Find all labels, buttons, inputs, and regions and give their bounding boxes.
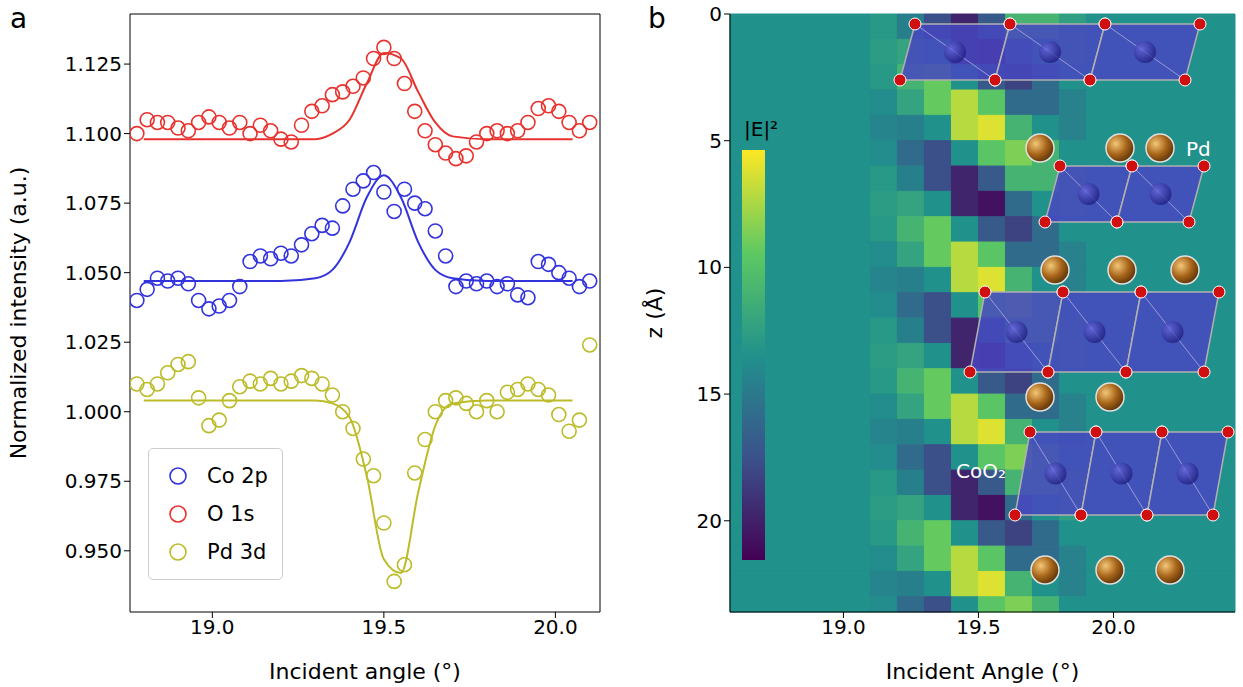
svg-text:Normalized intensity (a.u.): Normalized intensity (a.u.) <box>6 167 31 460</box>
html-text:a: a <box>10 2 28 35</box>
svg-text:19.5: 19.5 <box>362 615 407 639</box>
svg-text:10: 10 <box>697 255 722 279</box>
svg-text:Pd: Pd <box>1186 137 1211 161</box>
svg-text:1.050: 1.050 <box>65 261 122 285</box>
html-text:O 1s: O 1s <box>207 502 255 526</box>
svg-text:CoO₂: CoO₂ <box>956 459 1006 483</box>
svg-text:19.0: 19.0 <box>821 615 866 639</box>
svg-text:20: 20 <box>697 509 722 533</box>
svg-text:15: 15 <box>697 382 722 406</box>
svg-text:1.000: 1.000 <box>65 400 122 424</box>
svg-text:z (Å): z (Å) <box>641 288 667 339</box>
svg-text:Incident Angle (°): Incident Angle (°) <box>886 659 1079 684</box>
svg-text:Incident angle (°): Incident angle (°) <box>269 659 461 684</box>
html-text:b: b <box>648 2 666 35</box>
svg-text:1.075: 1.075 <box>65 191 122 215</box>
svg-text:20.0: 20.0 <box>533 615 578 639</box>
html-text:Pd 3d: Pd 3d <box>207 540 267 564</box>
svg-text:1.125: 1.125 <box>65 52 122 76</box>
svg-text:|E|²: |E|² <box>744 117 778 141</box>
svg-text:20.0: 20.0 <box>1091 615 1136 639</box>
svg-text:0.975: 0.975 <box>65 469 122 493</box>
svg-text:0.950: 0.950 <box>65 539 122 563</box>
html-text:Co 2p: Co 2p <box>207 464 268 488</box>
svg-text:19.0: 19.0 <box>190 615 235 639</box>
svg-text:1.100: 1.100 <box>65 122 122 146</box>
svg-text:1.025: 1.025 <box>65 330 122 354</box>
svg-text:0: 0 <box>709 2 722 26</box>
svg-text:5: 5 <box>709 129 722 153</box>
svg-text:19.5: 19.5 <box>956 615 1001 639</box>
